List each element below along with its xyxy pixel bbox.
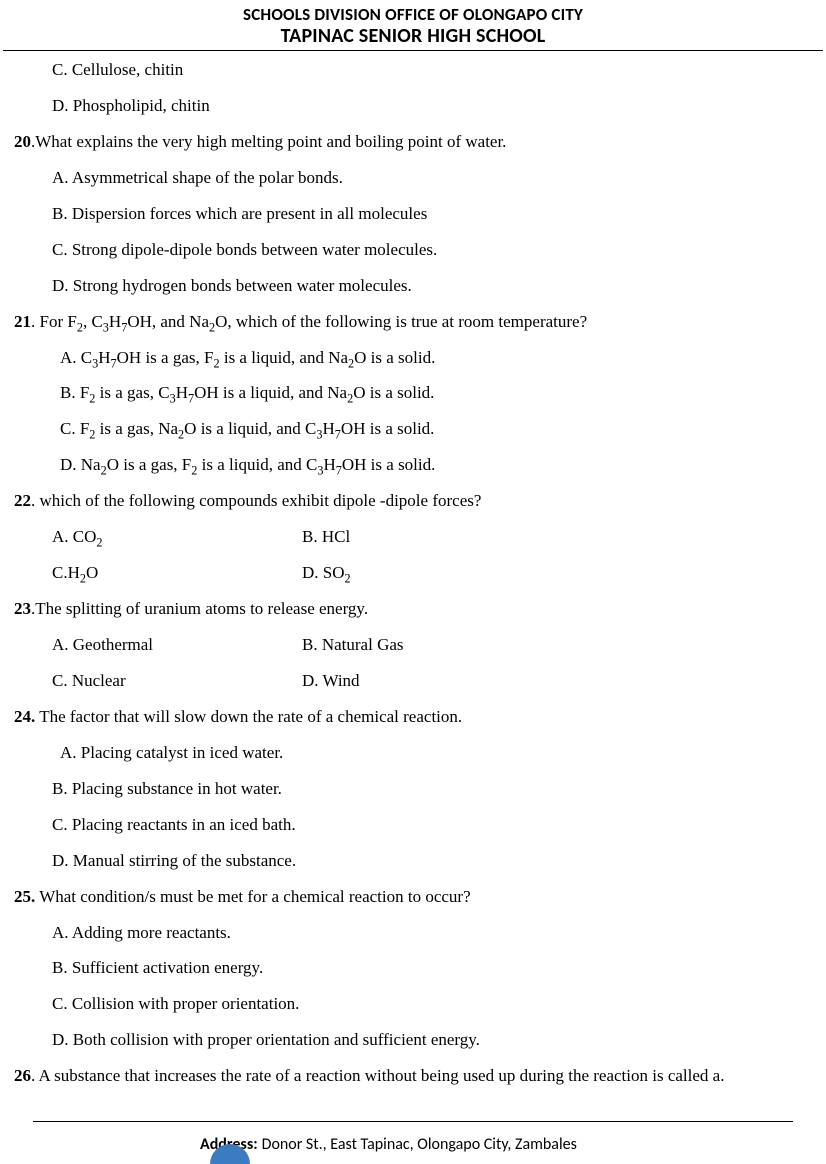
question-content: C. Cellulose, chitin D. Phospholipid, ch… (0, 51, 826, 1088)
page-footer: Address: Donor St., East Tapinac, Olonga… (0, 1121, 826, 1154)
q22-option-d: D. SO2 (302, 562, 351, 585)
q26-stem: 26. A substance that increases the rate … (14, 1065, 812, 1088)
q22-row1: A. CO2 B. HCl (14, 526, 812, 549)
q24-number: 24. (14, 707, 35, 726)
q20-option-d: D. Strong hydrogen bonds between water m… (14, 275, 812, 298)
q24-option-c: C. Placing reactants in an iced bath. (14, 814, 812, 837)
header-school: TAPINAC SENIOR HIGH SCHOOL (0, 24, 826, 48)
q20-number: 20 (14, 132, 31, 151)
q24-option-a: A. Placing catalyst in iced water. (14, 742, 812, 765)
q23-row2: C. Nuclear D. Wind (14, 670, 812, 693)
q21-number: 21 (14, 312, 31, 331)
q23-option-b: B. Natural Gas (302, 634, 404, 657)
address-text: Donor St., East Tapinac, Olongapo City, … (262, 1135, 577, 1154)
footer-address-row: Address: Donor St., East Tapinac, Olonga… (0, 1134, 826, 1154)
q23-number: 23 (14, 599, 31, 618)
q22-row2: C.H2O D. SO2 (14, 562, 812, 585)
q20-option-c: C. Strong dipole-dipole bonds between wa… (14, 239, 812, 262)
q25-option-c: C. Collision with proper orientation. (14, 993, 812, 1016)
q25-option-b: B. Sufficient activation energy. (14, 957, 812, 980)
q21-option-b: B. F2 is a gas, C3H7OH is a liquid, and … (14, 382, 812, 405)
q21-option-d: D. Na2O is a gas, F2 is a liquid, and C3… (14, 454, 812, 477)
q24-option-d: D. Manual stirring of the substance. (14, 850, 812, 873)
q26-number: 26 (14, 1066, 31, 1085)
q22-option-c: C.H2O (52, 562, 302, 585)
q20-stem: 20.What explains the very high melting p… (14, 131, 812, 154)
q25-option-a: A. Adding more reactants. (14, 922, 812, 945)
q24-option-b: B. Placing substance in hot water. (14, 778, 812, 801)
q21-option-a: A. C3H7OH is a gas, F2 is a liquid, and … (14, 347, 812, 370)
q25-number: 25. (14, 887, 35, 906)
q23-option-d: D. Wind (302, 670, 360, 693)
q20-option-a: A. Asymmetrical shape of the polar bonds… (14, 167, 812, 190)
q24-stem: 24. The factor that will slow down the r… (14, 706, 812, 729)
q22-option-a: A. CO2 (52, 526, 302, 549)
q25-stem: 25. What condition/s must be met for a c… (14, 886, 812, 909)
q22-number: 22 (14, 491, 31, 510)
q25-option-d: D. Both collision with proper orientatio… (14, 1029, 812, 1052)
footer-rule (33, 1121, 793, 1122)
header-office: SCHOOLS DIVISION OFFICE OF OLONGAPO CITY (0, 4, 826, 25)
q23-stem: 23.The splitting of uranium atoms to rel… (14, 598, 812, 621)
q21-stem: 21. For F2, C3H7OH, and Na2O, which of t… (14, 311, 812, 334)
q22-option-b: B. HCl (302, 526, 350, 549)
q22-stem: 22. which of the following compounds exh… (14, 490, 812, 513)
q23-row1: A. Geothermal B. Natural Gas (14, 634, 812, 657)
q21-option-c: C. F2 is a gas, Na2O is a liquid, and C3… (14, 418, 812, 441)
q19-option-c: C. Cellulose, chitin (14, 59, 812, 82)
q23-option-c: C. Nuclear (52, 670, 302, 693)
q23-option-a: A. Geothermal (52, 634, 302, 657)
q19-option-d: D. Phospholipid, chitin (14, 95, 812, 118)
page-header: SCHOOLS DIVISION OFFICE OF OLONGAPO CITY… (0, 0, 826, 48)
q20-option-b: B. Dispersion forces which are present i… (14, 203, 812, 226)
